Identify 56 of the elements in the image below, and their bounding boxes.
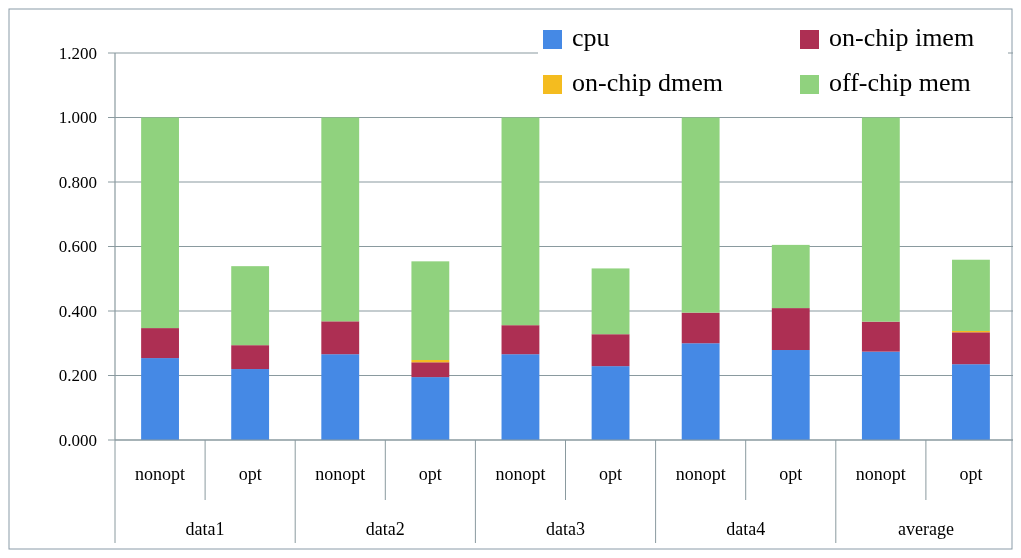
- x-tick-label: opt: [779, 464, 803, 484]
- bar: [952, 332, 990, 365]
- text: average: [897, 519, 954, 539]
- bar: [321, 354, 360, 440]
- bar: [141, 117, 179, 329]
- x-tick-label: opt: [418, 464, 442, 484]
- bar: [141, 328, 179, 359]
- text: data4: [726, 519, 766, 539]
- bar: [771, 308, 810, 351]
- bar: [411, 261, 450, 361]
- y-tick-label: 1.000: [58, 108, 97, 128]
- x-tick-label: nonopt: [495, 464, 546, 484]
- bar: [231, 369, 270, 440]
- bar: [681, 117, 720, 313]
- legend-label: on-chip dmem: [572, 68, 723, 97]
- bar: [861, 117, 900, 322]
- bar: [501, 325, 540, 355]
- x-tick-label: opt: [959, 464, 983, 484]
- y-tick-label: 0.600: [58, 237, 97, 257]
- bar: [501, 117, 540, 326]
- bar: [591, 366, 630, 440]
- text: data3: [546, 519, 585, 539]
- legend-label: on-chip imem: [829, 23, 975, 52]
- x-tick-label: nonopt: [315, 464, 366, 484]
- y-tick-label: 1.200: [58, 43, 97, 63]
- y-tick-label: 0.800: [58, 172, 97, 192]
- bar: [771, 244, 810, 309]
- x-tick-label: nonopt: [675, 464, 726, 484]
- bar: [321, 321, 360, 355]
- x-tick-label: nonopt: [855, 464, 906, 484]
- bar: [321, 117, 360, 322]
- bar: [141, 358, 179, 440]
- bar: [591, 268, 630, 335]
- text: data1: [185, 519, 225, 539]
- y-tick-label: 0.000: [58, 430, 97, 450]
- y-tick-label: 0.400: [58, 301, 97, 321]
- bar: [411, 377, 450, 440]
- bar: [501, 354, 540, 440]
- x-tick-label: opt: [599, 464, 623, 484]
- bar: [231, 345, 270, 370]
- y-tick-label: 0.200: [58, 366, 97, 386]
- bar: [681, 312, 720, 344]
- bar: [591, 334, 630, 367]
- legend-label: off-chip mem: [829, 68, 971, 97]
- x-tick-label: nonopt: [135, 464, 186, 484]
- bar: [861, 351, 900, 440]
- bar: [952, 259, 990, 331]
- bar: [231, 266, 270, 346]
- bar: [952, 364, 990, 440]
- legend-label: cpu: [572, 23, 610, 52]
- bar: [771, 350, 810, 440]
- text: data2: [365, 519, 405, 539]
- bar: [411, 362, 450, 378]
- bar: [861, 321, 900, 352]
- bar: [681, 343, 720, 440]
- x-tick-label: opt: [238, 464, 262, 484]
